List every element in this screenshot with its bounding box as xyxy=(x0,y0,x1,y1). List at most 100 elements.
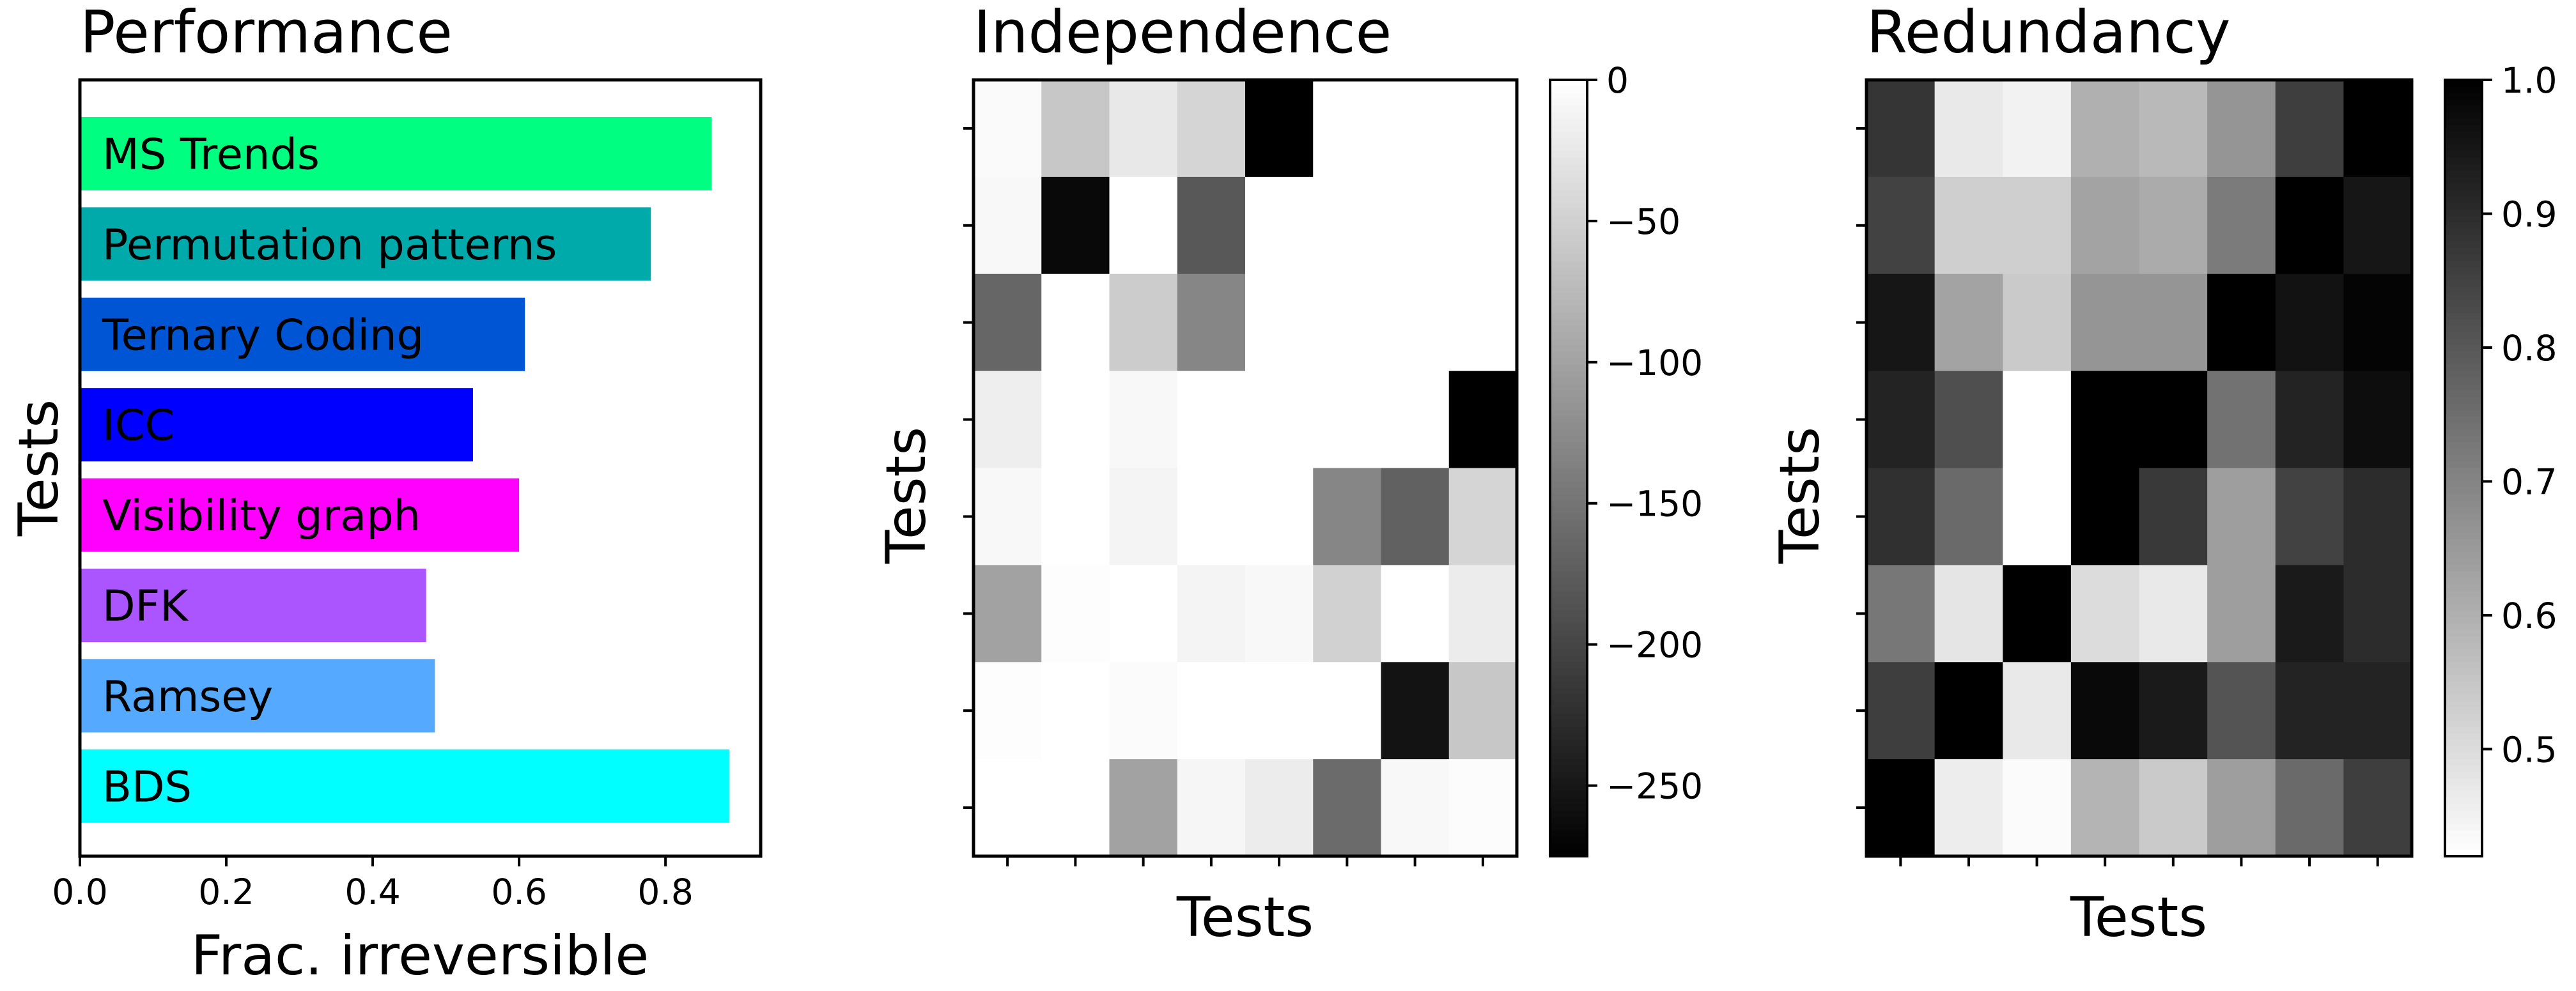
heatmap-cell xyxy=(1448,80,1517,178)
heatmap-cell xyxy=(1381,371,1450,468)
heatmap-cell xyxy=(1177,662,1246,760)
heatmap-cell xyxy=(1109,565,1178,663)
colorbar-segment xyxy=(2445,617,2482,624)
heatmap-cell xyxy=(1041,565,1110,663)
colorbar-segment xyxy=(1550,410,1587,417)
x-tick-label-2: 0.4 xyxy=(345,872,400,912)
colorbar-segment xyxy=(2445,597,2482,604)
colorbar-segment xyxy=(2445,565,2482,572)
performance-plot-frame xyxy=(78,78,763,858)
colorbar-segment xyxy=(1550,242,1587,249)
bar-0 xyxy=(80,117,712,190)
colorbar-segment xyxy=(1550,273,1587,281)
colorbar-segment xyxy=(1550,811,1587,818)
heatmap-cell xyxy=(1381,273,1450,372)
colorbar-segment xyxy=(1550,364,1587,372)
colorbar-segment xyxy=(1550,675,1587,682)
heatmap-cell xyxy=(2070,759,2139,857)
bar-label-6: Ramsey xyxy=(102,672,273,721)
colorbar-segment xyxy=(2445,688,2482,695)
colorbar-segment xyxy=(1550,397,1587,404)
heatmap-cell xyxy=(1448,468,1517,565)
heatmap-cell xyxy=(1866,176,1936,275)
heatmap-cell xyxy=(1109,662,1178,760)
bar-2 xyxy=(80,297,525,371)
colorbar-segment xyxy=(1550,377,1587,385)
colorbar-tick-label-3: −150 xyxy=(1606,484,1703,525)
bar-label-2: Ternary Coding xyxy=(102,310,424,360)
colorbar-segment xyxy=(1550,112,1587,119)
colorbar-segment xyxy=(1550,468,1587,475)
heatmap-cell xyxy=(1177,371,1246,468)
heatmap-cell xyxy=(2343,759,2412,857)
colorbar-segment xyxy=(2445,442,2482,449)
heatmap-cell xyxy=(1041,176,1110,275)
colorbar-segment xyxy=(2445,791,2482,799)
colorbar-tick-label-1: −50 xyxy=(1606,201,1680,242)
bar-3 xyxy=(80,388,473,462)
colorbar-segment xyxy=(1550,830,1587,838)
heatmap-cell xyxy=(1177,273,1246,372)
colorbar-segment xyxy=(2445,778,2482,786)
colorbar-segment xyxy=(2445,125,2482,132)
heatmap-cell xyxy=(2139,176,2208,275)
heatmap-cell xyxy=(2139,565,2208,663)
colorbar-segment xyxy=(2445,306,2482,314)
heatmap-cell xyxy=(1313,759,1381,857)
heatmap-cell xyxy=(2343,662,2412,760)
colorbar-segment xyxy=(1550,422,1587,430)
colorbar-segment xyxy=(2445,571,2482,579)
colorbar-segment xyxy=(2445,248,2482,255)
heatmap-cell xyxy=(1109,273,1178,372)
colorbar-segment xyxy=(1550,345,1587,352)
colorbar-segment xyxy=(2445,209,2482,217)
colorbar-segment xyxy=(2445,144,2482,151)
colorbar-segment xyxy=(2445,552,2482,559)
heatmap-cell xyxy=(2275,371,2344,468)
heatmap-cell xyxy=(2003,273,2072,372)
colorbar-segment xyxy=(2445,325,2482,333)
heatmap-cell xyxy=(2070,80,2139,178)
colorbar-tick-label-5: −250 xyxy=(1606,766,1703,807)
colorbar-segment xyxy=(2445,215,2482,223)
heatmap-cell xyxy=(2275,176,2344,275)
colorbar-tick-label-2: 0.8 xyxy=(2501,328,2557,369)
colorbar-segment xyxy=(2445,480,2482,488)
heatmap-cell xyxy=(1041,80,1110,178)
heatmap-cell xyxy=(1934,273,2003,372)
bar-7 xyxy=(80,749,729,823)
colorbar-segment xyxy=(2445,254,2482,262)
heatmap-cell xyxy=(1313,662,1381,760)
colorbar-segment xyxy=(1550,132,1587,139)
redundancy-title: Redundancy xyxy=(1866,0,2231,66)
colorbar-segment xyxy=(1550,772,1587,780)
colorbar-segment xyxy=(2445,80,2482,87)
heatmap-cell xyxy=(2070,565,2139,663)
colorbar-segment xyxy=(2445,138,2482,145)
heatmap-cell xyxy=(2139,273,2208,372)
heatmap-cell xyxy=(1177,565,1246,663)
colorbar-segment xyxy=(2445,339,2482,346)
heatmap-cell xyxy=(1866,759,1936,857)
colorbar-segment xyxy=(1550,442,1587,449)
colorbar-tick-label-2: −100 xyxy=(1606,342,1703,383)
colorbar-segment xyxy=(2445,293,2482,300)
colorbar-segment xyxy=(2445,487,2482,495)
colorbar-segment xyxy=(2445,132,2482,139)
colorbar-segment xyxy=(1550,656,1587,663)
colorbar-segment xyxy=(2445,358,2482,365)
x-tick-label-1: 0.2 xyxy=(198,872,254,912)
colorbar-segment xyxy=(2445,675,2482,682)
colorbar-segment xyxy=(1550,222,1587,229)
colorbar-segment xyxy=(1550,739,1587,747)
colorbar-segment xyxy=(2445,494,2482,501)
heatmap-cell xyxy=(2003,759,2072,857)
colorbar-tick-label-3: 0.7 xyxy=(2501,461,2557,502)
heatmap-cell xyxy=(1177,468,1246,565)
colorbar-segment xyxy=(2445,714,2482,721)
colorbar-segment xyxy=(2445,707,2482,714)
colorbar-segment xyxy=(2445,287,2482,294)
colorbar-segment xyxy=(1550,759,1587,766)
colorbar-segment xyxy=(2445,797,2482,805)
heatmap-cell xyxy=(1934,468,2003,565)
